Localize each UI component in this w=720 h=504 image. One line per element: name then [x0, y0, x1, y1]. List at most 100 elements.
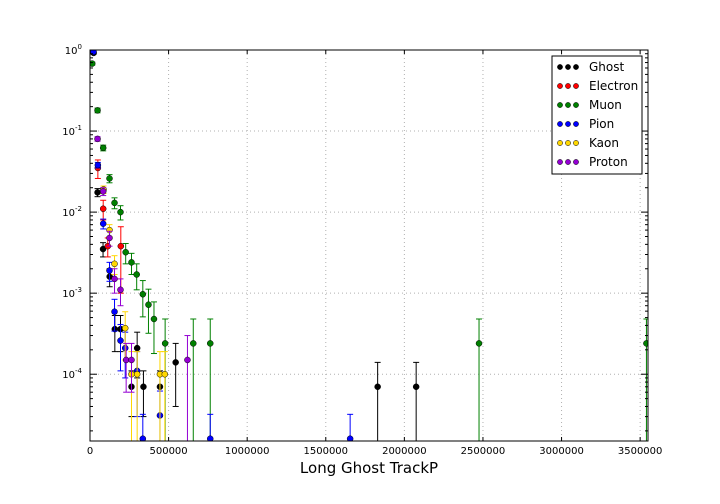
legend-marker: [557, 159, 563, 165]
data-point-proton: [128, 356, 135, 364]
series-electron: [94, 159, 125, 294]
legend-marker: [565, 121, 571, 127]
legend-marker: [557, 83, 563, 89]
legend-label: Ghost: [589, 60, 624, 74]
legend-marker: [565, 140, 571, 146]
data-point-pion: [206, 435, 214, 441]
legend-entry-proton: Proton: [557, 155, 628, 169]
legend-marker: [565, 102, 571, 108]
data-point-ghost: [412, 383, 420, 391]
data-point-muon: [99, 144, 107, 152]
legend-marker: [557, 121, 563, 127]
y-tick-label: 100: [65, 43, 82, 57]
legend-entry-pion: Pion: [557, 117, 614, 131]
legend-entry-muon: Muon: [557, 98, 622, 112]
plot-area: [90, 50, 648, 441]
x-tick-label: 2000000: [382, 446, 427, 457]
data-point-ghost: [374, 383, 381, 391]
y-tick-label-base: 10: [62, 289, 75, 300]
data-point-muon: [128, 259, 135, 266]
x-tick-label: 500000: [149, 446, 187, 457]
data-point-pion: [139, 435, 147, 441]
legend-marker: [573, 64, 579, 70]
data-point-electron: [99, 205, 107, 213]
data-point-kaon: [133, 370, 141, 378]
data-point-proton: [106, 234, 113, 242]
y-tick-label: 10-1: [62, 124, 82, 138]
legend-marker: [573, 121, 579, 127]
data-point-muon: [643, 340, 648, 347]
legend-label: Proton: [589, 155, 628, 169]
data-point-ghost: [94, 189, 101, 196]
data-point-proton: [117, 286, 124, 294]
legend-entry-kaon: Kaon: [557, 136, 619, 150]
y-tick-label-base: 10: [62, 208, 75, 219]
data-point-pion: [346, 435, 354, 441]
y-tick-label-base: 10: [62, 127, 75, 138]
legend-marker: [557, 140, 563, 146]
data-point-kaon: [121, 324, 129, 332]
series-muon: [90, 60, 648, 441]
legend-marker: [557, 102, 563, 108]
data-point-pion: [94, 161, 102, 169]
data-point-muon: [139, 290, 147, 298]
data-point-ghost: [172, 359, 179, 366]
legend-entry-ghost: Ghost: [557, 60, 624, 74]
y-tick-label-exponent: -1: [75, 124, 82, 132]
data-point-muon: [133, 271, 140, 278]
data-point-muon: [106, 175, 113, 182]
data-point-muon: [161, 340, 169, 347]
y-tick-label-base: 10: [62, 370, 75, 381]
data-point-pion: [99, 220, 107, 227]
legend-marker: [565, 159, 571, 165]
y-tick-label: 10-2: [62, 205, 82, 219]
legend-box: [551, 55, 643, 175]
data-point-proton: [184, 356, 191, 364]
x-tick-label: 1500000: [304, 446, 349, 457]
x-axis-label: Long Ghost TrackP: [300, 459, 438, 477]
data-point-proton: [111, 275, 118, 283]
legend-marker: [573, 159, 579, 165]
x-tick-label: 0: [87, 446, 93, 457]
data-point-muon: [145, 301, 152, 308]
y-tick-label: 10-4: [62, 367, 82, 381]
data-point-muon: [111, 199, 118, 207]
data-point-kaon: [111, 260, 118, 268]
x-tick-label: 3000000: [539, 446, 584, 457]
y-tick-label-exponent: 0: [78, 43, 82, 51]
data-point-muon: [122, 248, 129, 256]
data-point-muon: [190, 340, 197, 347]
legend-label: Muon: [589, 98, 622, 112]
data-point-pion: [111, 308, 118, 315]
data-point-muon: [150, 315, 158, 323]
y-tick-label-exponent: -2: [75, 205, 82, 213]
legend-marker: [565, 83, 571, 89]
data-point-muon: [94, 107, 101, 114]
data-point-ghost: [133, 344, 141, 352]
axis-ticks: 0 500000 1000000 1500000 2000000 2500000 30000…: [62, 43, 662, 457]
axes-frame: [89, 49, 649, 442]
data-point-electron: [117, 242, 125, 250]
data-point-muon: [117, 208, 124, 216]
data-point-proton: [94, 135, 101, 143]
legend-marker: [565, 64, 571, 70]
data-point-muon: [206, 340, 214, 347]
legend-label: Electron: [589, 79, 638, 93]
x-tick-label: 1000000: [225, 446, 270, 457]
legend-entry-electron: Electron: [557, 79, 638, 93]
y-tick-label: 10-3: [62, 286, 82, 300]
y-tick-label-exponent: -3: [75, 286, 82, 294]
series-kaon: [100, 185, 169, 441]
data-point-kaon: [161, 370, 169, 378]
legend: Ghost Electron Muon Pion Kaon Proton: [551, 55, 643, 175]
x-tick-label: 3500000: [618, 446, 663, 457]
data-point-ghost: [99, 245, 107, 253]
data-point-proton: [99, 188, 107, 195]
y-tick-label-base: 10: [65, 46, 78, 57]
data-point-muon: [475, 340, 483, 347]
legend-label: Kaon: [589, 136, 619, 150]
data-point-pion: [117, 337, 124, 344]
legend-marker: [573, 140, 579, 146]
series-proton: [94, 135, 191, 441]
